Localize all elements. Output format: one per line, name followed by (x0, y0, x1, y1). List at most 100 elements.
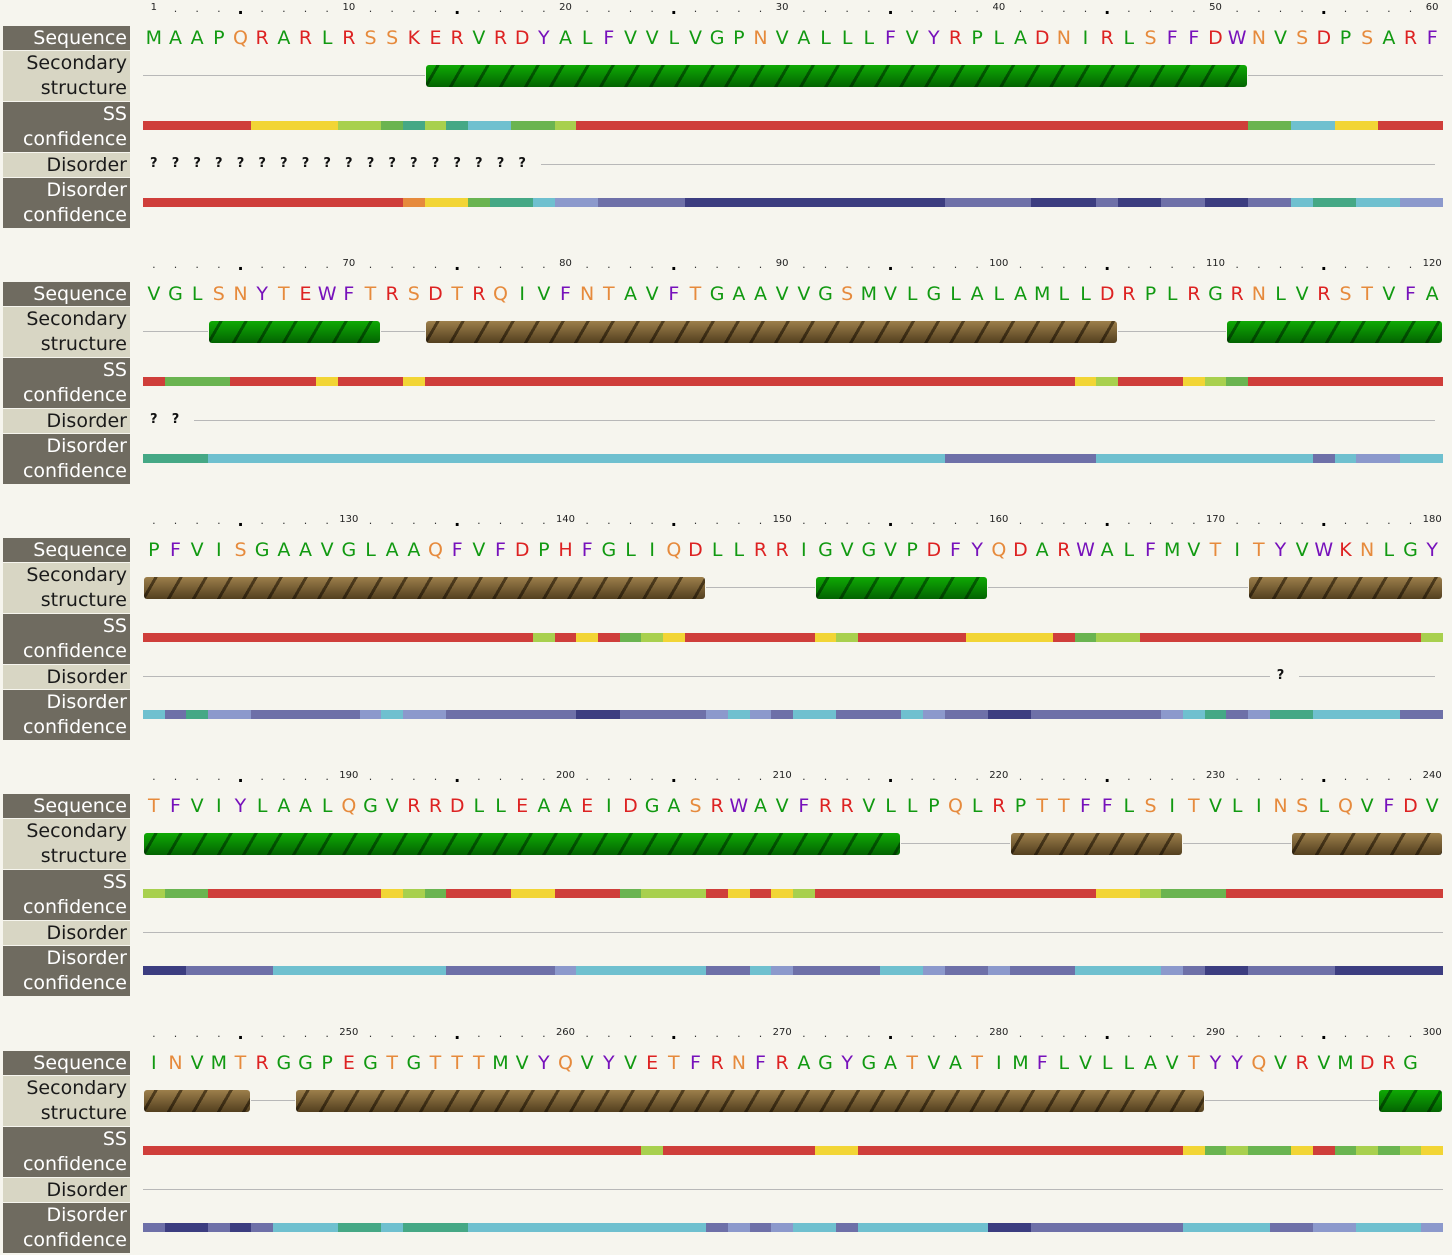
ruler-tick: . (1257, 1027, 1261, 1040)
ss-confidence-cell (489, 377, 512, 386)
label-sequence: Sequence (3, 1051, 130, 1075)
disorder-confidence-cell (879, 966, 902, 975)
disorder-confidence-cell (1291, 710, 1314, 719)
residue: G (861, 539, 877, 561)
residue: F (798, 795, 810, 817)
ruler-tick: 140 (555, 514, 576, 525)
residue: A (1143, 1052, 1157, 1074)
label-ss-confidence-line: SS (102, 871, 127, 893)
disorder-confidence-cell (793, 710, 816, 719)
residue: G (254, 539, 270, 561)
ruler-tick: . (1365, 770, 1369, 783)
disorder-confidence-cell (1399, 710, 1422, 719)
residue: R (1122, 283, 1136, 305)
ruler-tick: . (433, 514, 438, 527)
ruler-tick: . (152, 514, 156, 527)
ss-confidence-cell (294, 889, 317, 898)
row-block: 1........ 10......... 20......... 30.......… (0, 0, 1452, 230)
disorder-confidence-cell (489, 198, 512, 207)
disorder-track: ? (143, 665, 1443, 689)
residue: R (298, 27, 313, 49)
disorder-confidence-cell (273, 1223, 296, 1232)
residue: T (234, 1052, 247, 1074)
ruler-tick: . (1062, 2, 1066, 15)
disorder-mark: ? (193, 156, 201, 171)
ss-confidence-cell (251, 889, 274, 898)
disorder-confidence-cell (836, 454, 859, 463)
residue: R (753, 539, 768, 561)
residue: G (644, 795, 660, 817)
ruler-tick: . (325, 514, 329, 527)
ruler-tick: . (823, 2, 828, 15)
ruler-tick: . (1104, 255, 1111, 274)
residue: P (321, 1052, 333, 1074)
ss-confidence-cell (273, 121, 296, 130)
residue: V (1187, 539, 1201, 561)
disorder-confidence-cell (858, 966, 881, 975)
ss-confidence-cell (814, 377, 837, 386)
disorder-confidence-cell (641, 966, 664, 975)
ruler-tick: . (217, 770, 221, 783)
ruler-tick: 60 (1425, 2, 1439, 13)
ruler-tick: . (173, 770, 178, 783)
ss-confidence-cell (1183, 633, 1206, 642)
residue: A (298, 539, 312, 561)
disorder-confidence-cell (1161, 966, 1184, 975)
disorder-confidence-cell (1139, 710, 1162, 719)
ss-confidence-cell (1356, 1146, 1379, 1155)
ruler-tick: . (693, 1027, 698, 1040)
ss-confidence-cell (923, 1146, 946, 1155)
residue: V (385, 795, 399, 817)
residue: G (363, 795, 378, 817)
ss-confidence-cell (1139, 633, 1162, 642)
residue: D (1316, 27, 1332, 49)
disorder-confidence-cell (164, 710, 187, 719)
residue: V (472, 27, 486, 49)
ruler-tick: . (282, 770, 286, 783)
ss-confidence-cell (533, 377, 556, 386)
disorder-confidence-cell (251, 966, 274, 975)
disorder-confidence-cell (533, 966, 556, 975)
residue: I (606, 795, 612, 817)
ruler-tick: . (542, 2, 546, 15)
ss-confidence-cell (641, 121, 664, 130)
helix-segment (1379, 1090, 1442, 1112)
residue: G (818, 283, 833, 305)
disorder-confidence-cell (1226, 1223, 1249, 1232)
residue: F (690, 1052, 701, 1074)
residue: G (1208, 283, 1223, 305)
ss-confidence-cell (1096, 121, 1119, 130)
disorder-confidence-cell (728, 198, 751, 207)
ss-confidence-cell (619, 633, 642, 642)
residue: Y (1231, 1052, 1243, 1074)
ruler-tick: . (303, 2, 308, 15)
ss-confidence-cell (164, 1146, 187, 1155)
ruler-tick: . (454, 767, 461, 786)
ss-confidence-cell (554, 633, 577, 642)
disorder-confidence-cell (663, 1223, 686, 1232)
ruler-tick: . (1300, 514, 1304, 527)
disorder-confidence-cell (424, 454, 447, 463)
ss-confidence-cell (1074, 377, 1097, 386)
ss-confidence-cell (468, 633, 491, 642)
ss-confidence-cell (1096, 377, 1119, 386)
residue: D (428, 283, 443, 305)
residue: Y (971, 539, 983, 561)
residue: T (148, 795, 160, 817)
residue: G (168, 283, 183, 305)
ss-confidence-cell (164, 633, 187, 642)
ruler-tick: . (433, 1027, 438, 1040)
disorder-confidence-cell (923, 710, 946, 719)
ss-confidence-cell (316, 889, 339, 898)
residue: D (449, 795, 465, 817)
residue: A (970, 283, 984, 305)
residue: A (667, 795, 681, 817)
ss-confidence-cell (879, 889, 902, 898)
ruler-tick: . (1018, 2, 1023, 15)
ss-confidence-cell (446, 1146, 469, 1155)
ruler-tick: . (628, 1027, 633, 1040)
ruler-tick: 1 (150, 2, 158, 13)
residue: A (732, 283, 746, 305)
disorder-confidence-cell (684, 198, 707, 207)
residue: F (1036, 1052, 1048, 1074)
